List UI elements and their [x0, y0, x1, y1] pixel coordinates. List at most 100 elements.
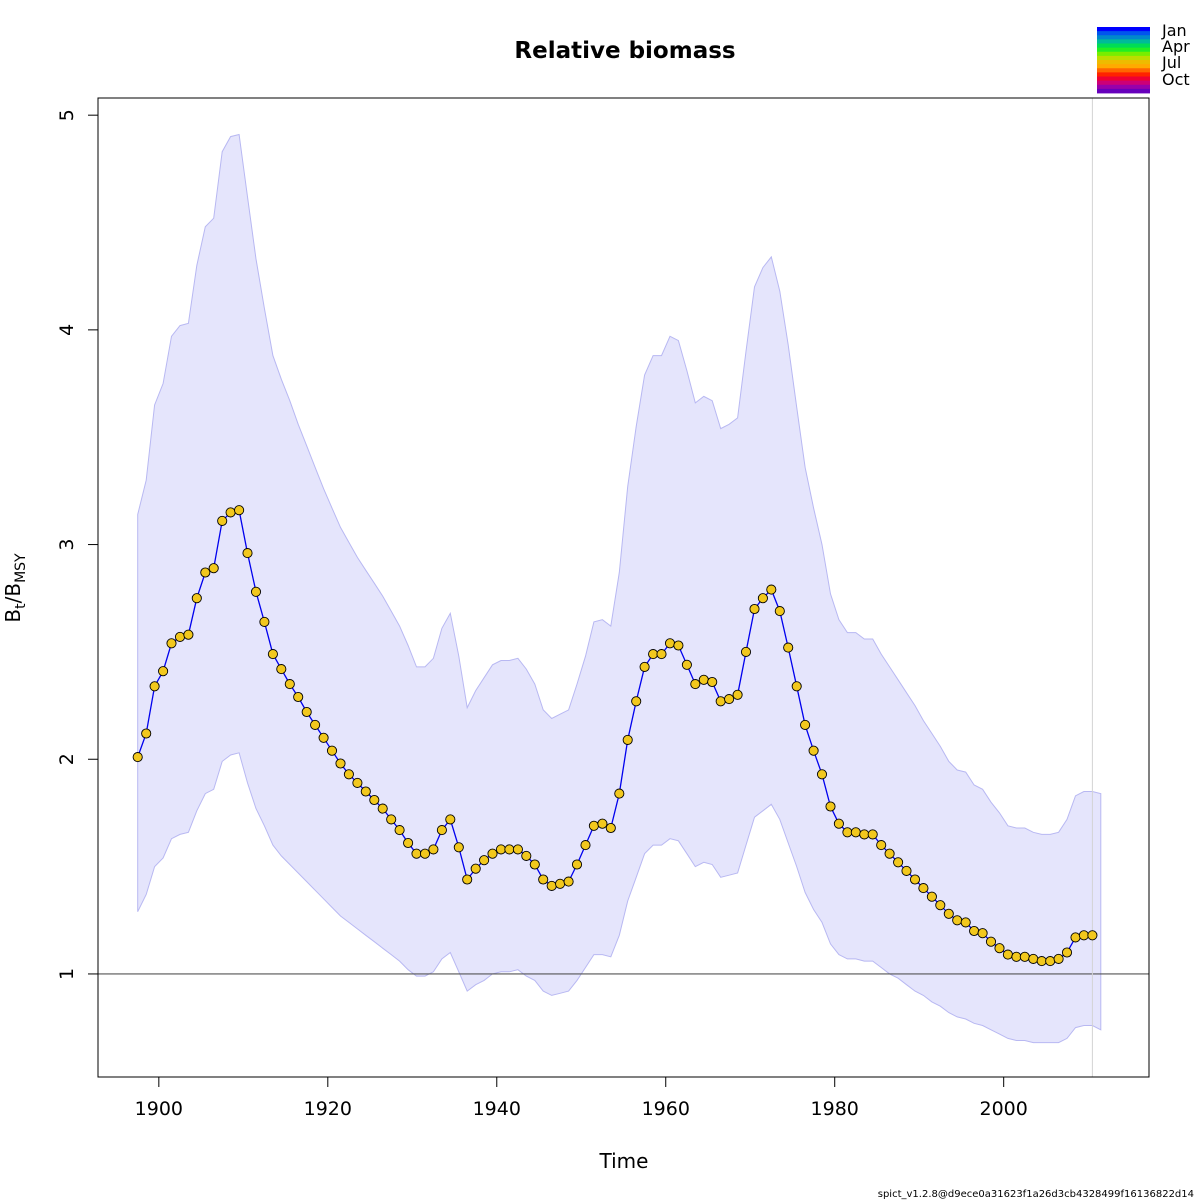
data-point [740, 646, 752, 657]
y-tick-label: 5 [56, 109, 78, 121]
data-point [960, 917, 971, 928]
data-points [132, 505, 1098, 967]
data-point [580, 840, 591, 851]
data-point [850, 827, 861, 838]
data-point [234, 505, 245, 516]
data-point [555, 878, 566, 889]
data-point [318, 732, 329, 743]
legend-color-swatch [1097, 72, 1150, 77]
data-point [1070, 932, 1081, 943]
data-point [1019, 951, 1030, 962]
legend-color-swatch [1097, 47, 1150, 53]
confidence-band [137, 133, 1102, 1044]
data-point [884, 848, 895, 859]
data-point [208, 563, 219, 574]
data-point [132, 752, 143, 763]
data-point [225, 507, 236, 518]
data-point [563, 876, 574, 887]
data-point [538, 874, 549, 885]
data-point [259, 616, 270, 627]
data-point [918, 883, 929, 894]
data-point [512, 844, 523, 855]
data-point [495, 844, 507, 855]
data-point [1036, 956, 1047, 967]
data-point [859, 829, 870, 840]
legend-month-label: Jul [1161, 53, 1181, 72]
data-point [183, 629, 194, 640]
data-point [631, 696, 642, 707]
data-point [749, 603, 760, 615]
y-tick-label: 3 [56, 539, 78, 551]
data-point [926, 891, 937, 902]
data-point [445, 814, 456, 825]
data-point [453, 842, 464, 853]
data-point [149, 681, 160, 692]
x-axis: 1900 1920 1940 1960 1980 2000 [135, 1076, 1028, 1120]
svg-text:Bt/BMSY: Bt/BMSY [1, 553, 29, 623]
data-point [1002, 949, 1013, 960]
data-point [783, 642, 794, 653]
data-point [310, 719, 321, 730]
legend-color-swatch [1097, 80, 1150, 86]
chart-title: Relative biomass [514, 38, 735, 64]
data-point [614, 788, 625, 799]
data-point [597, 818, 608, 829]
legend-color-swatch [1097, 84, 1150, 90]
data-point [158, 666, 169, 677]
y-axis-title: Bt/BMSY [1, 553, 29, 623]
confidence-band-layer [137, 133, 1102, 1044]
data-point [419, 848, 431, 859]
data-point [1061, 947, 1073, 958]
data-point [901, 865, 912, 876]
data-point [867, 829, 878, 840]
data-point [943, 908, 954, 919]
x-tick-label: 1960 [642, 1098, 690, 1120]
legend-color-swatch [1097, 64, 1150, 69]
data-point [411, 848, 422, 859]
data-point [377, 803, 388, 814]
data-point [664, 638, 676, 649]
y-tick-label: 1 [56, 968, 78, 980]
data-point [732, 689, 743, 700]
data-point [977, 928, 988, 939]
y-tick-label: 4 [56, 324, 78, 336]
data-point [1028, 953, 1039, 964]
data-point [757, 593, 768, 604]
data-point [1011, 951, 1022, 962]
data-point [656, 649, 667, 660]
data-point [301, 706, 312, 718]
legend-color-swatch [1097, 43, 1150, 49]
legend-color-swatch [1097, 76, 1150, 82]
data-point [141, 728, 152, 739]
data-point [284, 679, 295, 690]
data-point [386, 814, 397, 825]
legend-color-swatch [1097, 68, 1150, 73]
legend-month-label: Oct [1162, 70, 1190, 89]
data-point [1087, 930, 1098, 941]
data-point [808, 745, 819, 756]
data-point [428, 844, 439, 855]
data-point [842, 827, 853, 838]
x-tick-label: 1980 [811, 1098, 859, 1120]
reference-lines [98, 98, 1149, 1077]
y-tick-label: 2 [56, 753, 78, 765]
data-point [985, 936, 997, 947]
legend-color-swatch [1097, 31, 1150, 36]
data-point [521, 850, 532, 861]
data-point [343, 769, 354, 780]
data-point [724, 694, 735, 705]
legend-color-swatch [1097, 35, 1150, 40]
data-point [293, 691, 304, 703]
x-axis-title: Time [599, 1149, 649, 1173]
legend-month-label: Apr [1162, 37, 1190, 56]
data-point [470, 863, 481, 874]
data-point [403, 837, 414, 849]
data-point [360, 786, 371, 797]
data-point [698, 674, 709, 685]
data-point [217, 515, 228, 526]
data-point [893, 857, 904, 868]
data-point [935, 900, 946, 911]
data-point [588, 820, 599, 831]
